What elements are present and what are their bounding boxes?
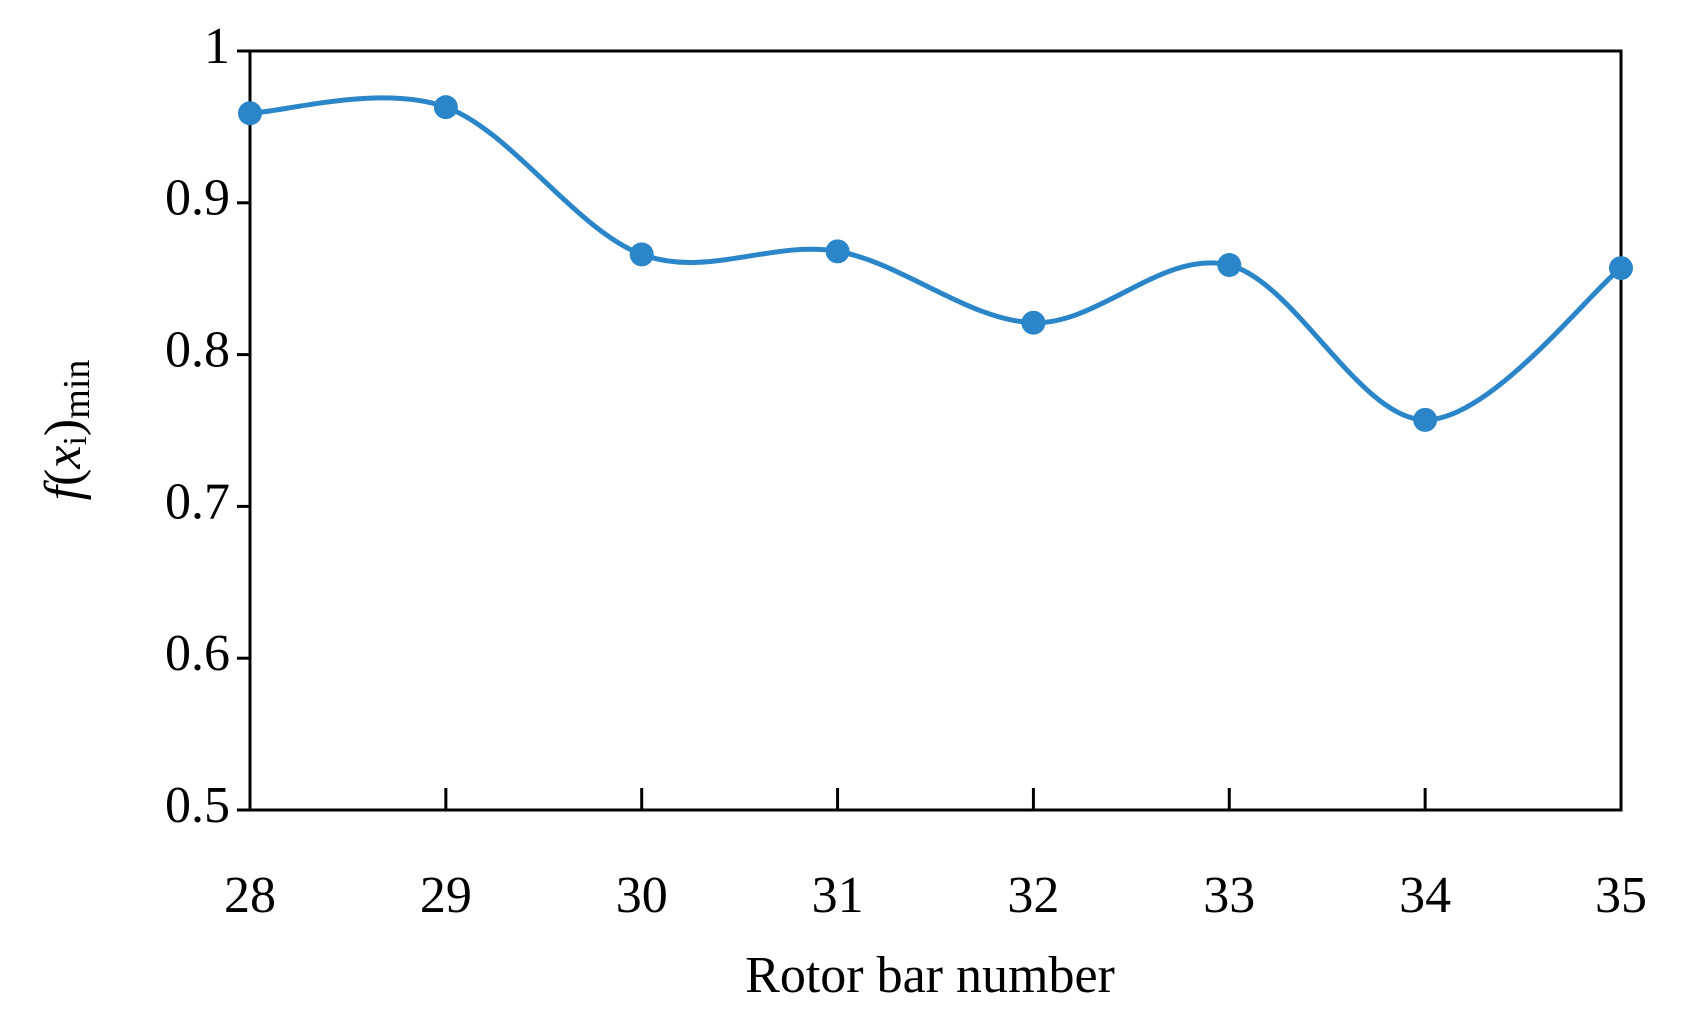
marker bbox=[1021, 310, 1046, 335]
x-axis-title: Rotor bar number bbox=[745, 947, 1115, 1004]
y-tick-label: 0.7 bbox=[165, 473, 230, 530]
marker bbox=[825, 239, 850, 264]
x-tick-label: 31 bbox=[812, 867, 864, 924]
y-title-part: ) bbox=[35, 419, 92, 436]
x-tick-label: 32 bbox=[1007, 867, 1059, 924]
series-line bbox=[249, 95, 1623, 423]
x-tick-label: 33 bbox=[1203, 867, 1255, 924]
x-tick-label: 30 bbox=[616, 867, 668, 924]
y-title-part: min bbox=[56, 360, 98, 419]
y-title-part: ( bbox=[35, 469, 92, 486]
x-tick-label: 29 bbox=[420, 867, 472, 924]
x-tick-label: 28 bbox=[224, 867, 276, 924]
y-tick-label: 0.9 bbox=[165, 170, 230, 227]
y-axis-title: f(xi)min bbox=[35, 360, 98, 501]
plot-frame bbox=[248, 49, 1623, 812]
y-tick-label: 1 bbox=[204, 18, 230, 75]
marker bbox=[1217, 253, 1242, 278]
y-tick-label: 0.8 bbox=[165, 322, 230, 379]
marker bbox=[433, 95, 458, 120]
marker bbox=[629, 242, 654, 267]
y-title-part: x bbox=[35, 446, 92, 470]
marker bbox=[1609, 256, 1633, 281]
y-title-part: i bbox=[57, 436, 94, 445]
y-tick-label: 0.6 bbox=[165, 625, 230, 682]
x-tick-label: 34 bbox=[1399, 867, 1451, 924]
x-tick-label: 35 bbox=[1595, 867, 1647, 924]
marker bbox=[238, 101, 262, 126]
marker bbox=[1413, 407, 1438, 432]
y-tick-label: 0.5 bbox=[165, 777, 230, 834]
